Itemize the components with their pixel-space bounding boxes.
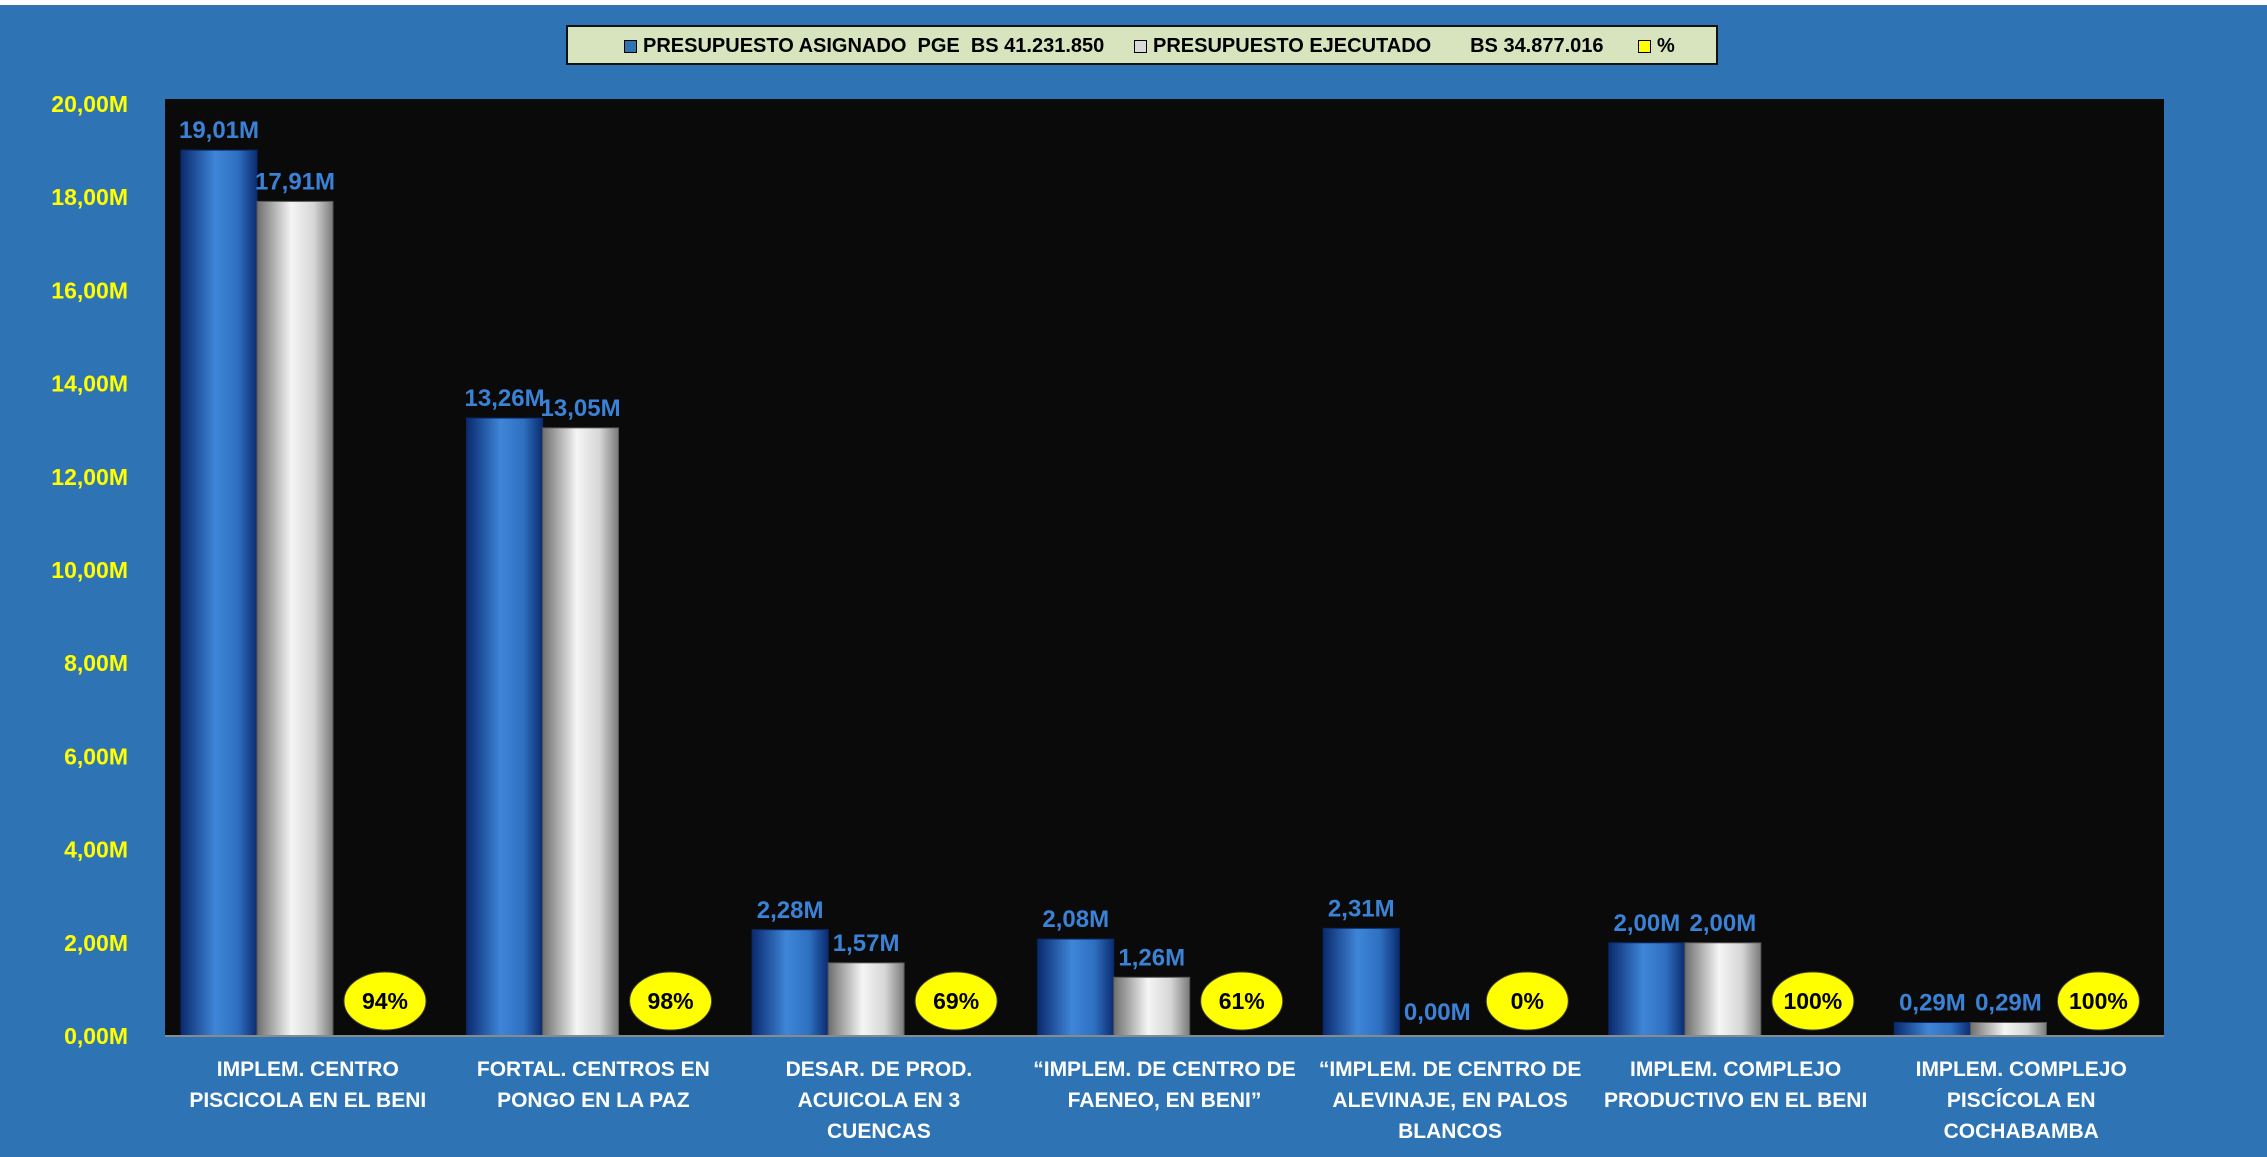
legend-label-percent: % bbox=[1657, 35, 1675, 58]
category-label: PISCICOLA EN EL BENI bbox=[189, 1089, 426, 1112]
data-label-asignado: 2,31M bbox=[1328, 895, 1395, 922]
data-label-ejecutado: 1,57M bbox=[833, 930, 900, 957]
category-label: ALEVINAJE, EN PALOS bbox=[1332, 1089, 1567, 1112]
percent-label: 100% bbox=[1783, 988, 1842, 1014]
data-label-asignado: 2,28M bbox=[757, 897, 824, 924]
data-label-asignado: 2,00M bbox=[1614, 910, 1681, 937]
chart-frame: 0,00M 2,00M 4,00M 6,00M 8,00M 10,00M 12,00M 14,… bbox=[0, 5, 2267, 1157]
category-label: FAENEO, EN BENI” bbox=[1068, 1089, 1262, 1112]
legend-item-ejecutado: PRESUPUESTO EJECUTADO BS 34.877.016 bbox=[1134, 35, 1604, 58]
bar-ejecutado bbox=[1114, 977, 1190, 1036]
category-label: IMPLEM. COMPLEJO bbox=[1630, 1058, 1841, 1081]
data-label-ejecutado: 17,91M bbox=[255, 168, 335, 195]
y-tick-label: 2,00M bbox=[64, 930, 128, 956]
percent-label: 0% bbox=[1511, 988, 1544, 1014]
chart-legend: PRESUPUESTO ASIGNADO PGE BS 41.231.850 P… bbox=[566, 25, 1718, 65]
data-label-ejecutado: 1,26M bbox=[1118, 944, 1185, 971]
category-label: PRODUCTIVO EN EL BENI bbox=[1604, 1089, 1867, 1112]
bar-asignado bbox=[752, 930, 828, 1036]
y-tick-label: 20,00M bbox=[51, 91, 128, 117]
category-label: COCHABAMBA bbox=[1944, 1120, 2099, 1143]
y-tick-label: 18,00M bbox=[51, 184, 128, 210]
category-label: IMPLEM. CENTRO bbox=[217, 1058, 399, 1081]
data-label-asignado: 2,08M bbox=[1042, 906, 1109, 933]
percent-label: 94% bbox=[362, 988, 408, 1014]
percent-label: 100% bbox=[2069, 988, 2128, 1014]
legend-swatch-ejecutado bbox=[1134, 40, 1147, 53]
category-label: DESAR. DE PROD. bbox=[786, 1058, 973, 1081]
y-tick-label: 16,00M bbox=[51, 277, 128, 303]
y-tick-label: 0,00M bbox=[64, 1023, 128, 1049]
data-label-asignado: 19,01M bbox=[179, 117, 259, 144]
bar-ejecutado bbox=[1970, 1022, 2046, 1036]
y-tick-label: 8,00M bbox=[64, 650, 128, 676]
bar-asignado bbox=[1038, 939, 1114, 1036]
y-tick-label: 12,00M bbox=[51, 464, 128, 490]
category-label: PONGO EN LA PAZ bbox=[497, 1089, 690, 1112]
bar-ejecutado bbox=[828, 963, 904, 1036]
chart-svg: 0,00M 2,00M 4,00M 6,00M 8,00M 10,00M 12,00M 14,… bbox=[0, 5, 2267, 1157]
bar-ejecutado bbox=[543, 428, 619, 1036]
legend-item-asignado: PRESUPUESTO ASIGNADO PGE BS 41.231.850 bbox=[624, 35, 1104, 58]
bar-ejecutado bbox=[257, 201, 333, 1036]
bar-ejecutado bbox=[1685, 943, 1761, 1036]
category-label: “IMPLEM. DE CENTRO DE bbox=[1033, 1058, 1296, 1081]
category-label: PISCÍCOLA EN bbox=[1947, 1089, 2096, 1112]
y-tick-label: 14,00M bbox=[51, 371, 128, 397]
legend-item-percent: % bbox=[1638, 35, 1675, 58]
category-label: ACUICOLA EN 3 bbox=[798, 1089, 961, 1112]
category-label: BLANCOS bbox=[1398, 1120, 1502, 1143]
bar-asignado bbox=[1323, 928, 1399, 1036]
category-label: FORTAL. CENTROS EN bbox=[477, 1058, 710, 1081]
category-label: CUENCAS bbox=[827, 1120, 931, 1143]
y-tick-label: 10,00M bbox=[51, 557, 128, 583]
data-label-asignado: 13,26M bbox=[465, 385, 545, 412]
y-tick-label: 6,00M bbox=[64, 743, 128, 769]
category-label: “IMPLEM. DE CENTRO DE bbox=[1319, 1058, 1582, 1081]
plot-area bbox=[165, 99, 2164, 1036]
data-label-asignado: 0,29M bbox=[1899, 989, 1966, 1016]
category-label: IMPLEM. COMPLEJO bbox=[1916, 1058, 2127, 1081]
percent-label: 61% bbox=[1219, 988, 1265, 1014]
legend-label-asignado: PRESUPUESTO ASIGNADO PGE BS 41.231.850 bbox=[643, 35, 1104, 58]
bar-asignado bbox=[1894, 1022, 1970, 1036]
bar-asignado bbox=[1609, 943, 1685, 1036]
data-label-ejecutado: 2,00M bbox=[1690, 910, 1757, 937]
data-label-ejecutado: 0,29M bbox=[1975, 989, 2042, 1016]
data-label-ejecutado: 0,00M bbox=[1404, 999, 1471, 1026]
legend-swatch-asignado bbox=[624, 40, 637, 53]
y-tick-label: 4,00M bbox=[64, 837, 128, 863]
bar-asignado bbox=[467, 418, 543, 1036]
bar-asignado bbox=[181, 150, 257, 1036]
percent-label: 98% bbox=[648, 988, 694, 1014]
data-label-ejecutado: 13,05M bbox=[541, 395, 621, 422]
legend-label-ejecutado: PRESUPUESTO EJECUTADO BS 34.877.016 bbox=[1153, 35, 1604, 58]
legend-swatch-percent bbox=[1638, 40, 1651, 53]
percent-label: 69% bbox=[933, 988, 979, 1014]
